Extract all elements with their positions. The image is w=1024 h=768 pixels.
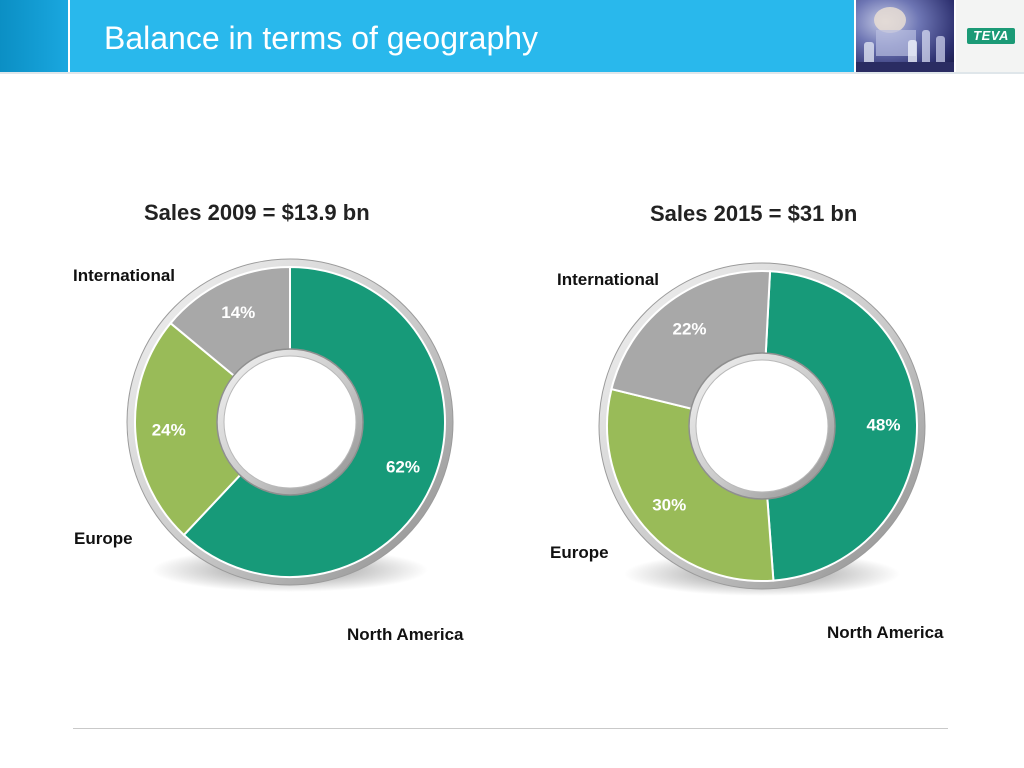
chart-1-data-label-north-america: 62% (386, 458, 420, 477)
chart-1-title: Sales 2009 = $13.9 bn (144, 200, 370, 225)
teva-logo: TEVA (967, 28, 1015, 44)
header-divider (0, 72, 1024, 74)
footer-divider (73, 728, 948, 729)
chart-2-donut: 48% 30% 22% (598, 262, 926, 596)
chart-1-data-label-international: 14% (221, 303, 255, 322)
chart-1-label-international: International (73, 266, 176, 285)
chart-2-title: Sales 2015 = $31 bn (650, 201, 858, 226)
chart-1-label-north-america: North America (347, 625, 464, 644)
header: Balance in terms of geography TEVA (0, 0, 1024, 74)
laboratory-photo (856, 0, 954, 72)
chart-2-data-label-europe: 30% (652, 495, 686, 514)
chart-2-center-hole (695, 359, 829, 493)
chart-1-donut: 62% 24% 14% (126, 258, 454, 592)
chart-2-data-label-international: 22% (673, 319, 707, 338)
chart-2-label-europe: Europe (550, 543, 609, 562)
laboratory-photo-illustration (856, 7, 954, 72)
chart-1-label-europe: Europe (74, 529, 133, 548)
chart-2-data-label-north-america: 48% (866, 416, 900, 435)
logo-box: TEVA (956, 0, 1024, 72)
header-left-tab (0, 0, 68, 72)
chart-1-data-label-europe: 24% (152, 421, 186, 440)
chart-1-center-hole (223, 355, 357, 489)
chart-2-label-international: International (557, 270, 660, 289)
page-title: Balance in terms of geography (104, 20, 539, 56)
title-bar: Balance in terms of geography (70, 0, 854, 72)
chart-2-label-north-america: North America (827, 623, 944, 642)
